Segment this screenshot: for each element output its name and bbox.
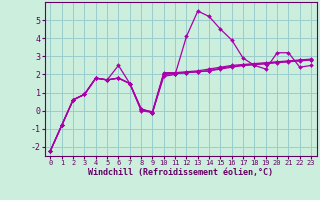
X-axis label: Windchill (Refroidissement éolien,°C): Windchill (Refroidissement éolien,°C): [88, 168, 273, 177]
